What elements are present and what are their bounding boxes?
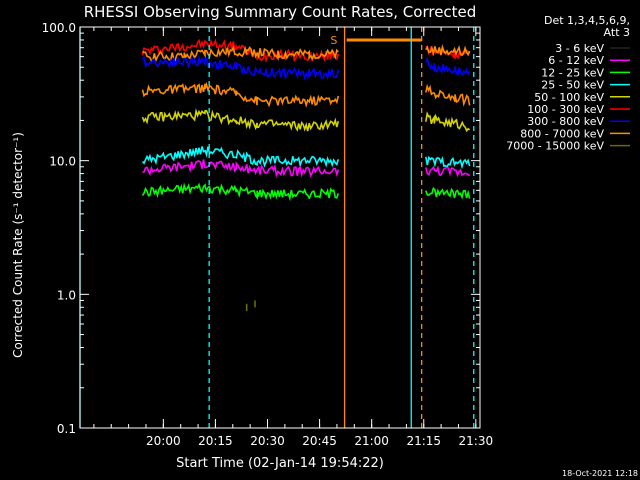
- x-tick-label: 20:00: [146, 434, 181, 448]
- legend-entry-label: 300 - 800 keV: [527, 115, 604, 128]
- series-2-segment-0: [141, 55, 340, 81]
- footer-timestamp: 18-Oct-2021 12:18: [562, 469, 638, 478]
- series-7-segment-0: [141, 182, 340, 202]
- legend-entry-label: 6 - 12 keV: [548, 54, 604, 67]
- x-tick-label: 21:00: [354, 434, 389, 448]
- x-tick-label: 20:45: [302, 434, 337, 448]
- series-4-segment-0: [141, 108, 340, 132]
- series-3-segment-1: [425, 83, 471, 107]
- x-axis-label: Start Time (02-Jan-14 19:54:22): [176, 456, 384, 471]
- series-5-segment-0: [141, 146, 340, 169]
- x-tick-label: 20:30: [250, 434, 285, 448]
- x-tick-label: 21:15: [406, 434, 441, 448]
- legend-entry-label: 3 - 6 keV: [555, 42, 604, 55]
- series-6-segment-0: [142, 159, 340, 178]
- legend-entry-label: 7000 - 15000 keV: [506, 140, 604, 153]
- y-tick-label: 0.1: [57, 422, 76, 436]
- series-8-segment-0: [141, 214, 340, 231]
- plot-area: S 0.1 1.0 10.0 100.0 20:00 20:15 20:30 20:45 21:0…: [42, 21, 493, 448]
- y-axis-label: Corrected Count Rate (s⁻¹ detector⁻¹): [11, 132, 25, 358]
- series-4-segment-1: [425, 111, 471, 133]
- legend-header-line: Att 3: [604, 26, 630, 39]
- chart-title: RHESSI Observing Summary Count Rates, Co…: [84, 3, 477, 21]
- series-3-segment-0: [141, 81, 340, 108]
- y-tick-label: 100.0: [42, 21, 76, 35]
- series-2-segment-1: [425, 56, 471, 77]
- annotation-s-marker: S: [330, 34, 337, 47]
- legend-entry-label: 100 - 300 keV: [527, 103, 604, 116]
- x-tick-label: 21:30: [459, 434, 494, 448]
- series-6-segment-1: [425, 165, 471, 178]
- series-0-segment-0: [141, 38, 340, 64]
- series-8-segment-1: [425, 216, 471, 230]
- series-5-segment-1: [425, 155, 471, 170]
- legend-entry-label: 12 - 25 keV: [541, 66, 604, 79]
- legend-entry-label: 50 - 100 keV: [534, 91, 604, 104]
- y-tick-label: 1.0: [57, 288, 76, 302]
- series-1-segment-0: [142, 45, 339, 64]
- series-1-segment-1: [425, 44, 471, 57]
- plot-frame: [79, 26, 481, 429]
- legend-header-line: Det 1,3,4,5,6,9,: [544, 14, 630, 27]
- legend-entry-label: 800 - 7000 keV: [520, 127, 604, 140]
- legend-entry-label: 25 - 50 keV: [541, 79, 604, 92]
- y-tick-label: 10.0: [49, 155, 76, 169]
- x-tick-label: 20:15: [198, 434, 233, 448]
- series-7-segment-1: [425, 186, 471, 200]
